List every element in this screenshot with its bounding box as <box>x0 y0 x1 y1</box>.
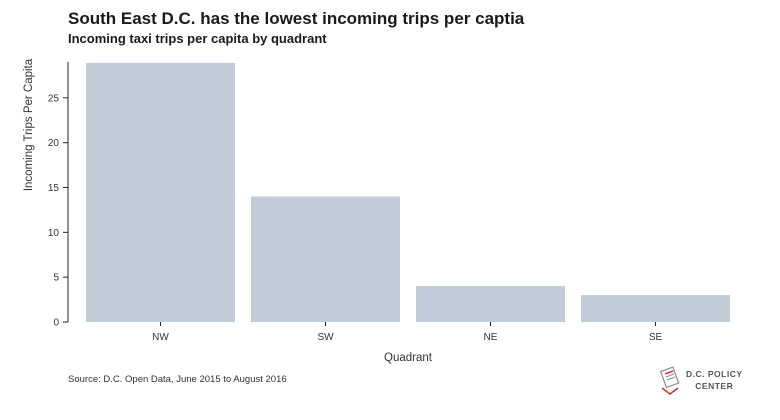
chart-subtitle: Incoming taxi trips per capita by quadra… <box>68 31 327 46</box>
x-tick-label-se: SE <box>649 332 663 343</box>
logo-line-2: CENTER <box>695 381 734 391</box>
bar-nw <box>86 62 235 323</box>
x-tick-label-ne: NE <box>484 332 498 343</box>
bar-ne <box>416 286 565 322</box>
bars-group <box>86 62 730 323</box>
chart-title: South East D.C. has the lowest incoming … <box>68 9 525 28</box>
y-axis-title: Incoming Trips Per Capita <box>23 58 35 191</box>
x-tick-label-nw: NW <box>152 332 169 343</box>
bar-sw <box>251 196 400 322</box>
source-note: Source: D.C. Open Data, June 2015 to Aug… <box>68 374 287 385</box>
y-tick-label-5: 5 <box>53 273 59 284</box>
x-tick-label-sw: SW <box>317 332 334 343</box>
logo-text: D.C. POLICY CENTER <box>686 368 743 392</box>
document-icon <box>659 366 680 395</box>
y-tick-label-10: 10 <box>48 228 60 239</box>
y-axis: 0 5 10 15 20 25 <box>48 62 69 329</box>
y-tick-label-0: 0 <box>53 318 59 329</box>
x-axis: NW SW NE SE <box>152 322 662 343</box>
y-tick-label-20: 20 <box>48 138 60 149</box>
dc-policy-center-logo: D.C. POLICY CENTER <box>658 364 768 398</box>
logo-line-1: D.C. POLICY <box>686 369 743 379</box>
y-tick-label-25: 25 <box>48 93 60 104</box>
x-axis-title: Quadrant <box>384 352 433 364</box>
y-tick-label-15: 15 <box>48 183 60 194</box>
bar-se <box>581 295 730 322</box>
